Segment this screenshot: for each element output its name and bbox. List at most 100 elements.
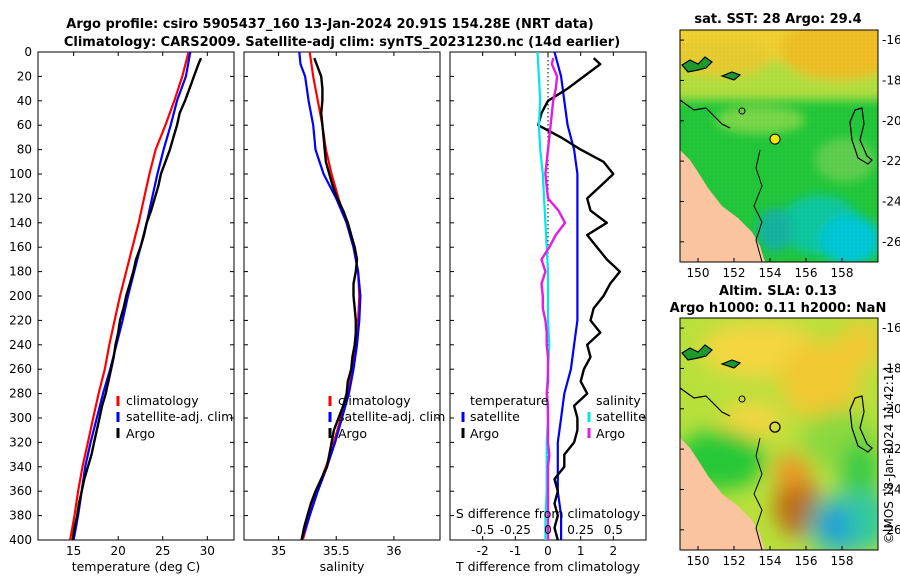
series-line-salinity-satellite [536, 51, 551, 540]
legend-label-climatology: climatology [338, 393, 411, 408]
legend-label-climatology: climatology [126, 393, 199, 408]
y-tick-label: 360 [9, 484, 32, 498]
legend-label-satellite-temperature: satellite [470, 409, 520, 424]
y-tick-label: 220 [9, 313, 32, 327]
y-tick-label: 100 [9, 167, 32, 181]
sla-lat-axis: -16 -18 -20 -22 -24 -26 [680, 321, 900, 537]
y-tick-label: 400 [9, 533, 32, 547]
series-line-satellite-adj-clim [72, 51, 192, 541]
salinity-y-ticks [244, 51, 440, 541]
legend-header-salinity: salinity [596, 393, 641, 408]
lat-tick-label: -16 [882, 321, 900, 335]
lon-tick-label: 158 [831, 554, 854, 568]
reef-outline [849, 395, 873, 453]
sst-lon-axis: 150 152 154 156 158 [687, 258, 854, 280]
s-difference-tick-label: 0.5 [604, 523, 623, 537]
sla-lon-axis: 150 152 154 156 158 [687, 546, 854, 568]
x-tick-label: 35.5 [323, 544, 350, 558]
temperature-x-axis: 15 20 25 30 [66, 52, 215, 558]
difference-legend: temperature salinity satellite Argo sate… [461, 393, 646, 441]
lat-tick-label: -20 [882, 402, 900, 416]
salinity-plot-area [243, 51, 441, 541]
y-tick-label: 380 [9, 509, 32, 523]
chart-title-line2: Climatology: CARS2009. Satellite-adj cli… [64, 35, 620, 50]
s-difference-tick-label: 0 [544, 523, 552, 537]
australia-coastline-landmass [680, 150, 765, 262]
y-tick-label: 80 [17, 143, 32, 157]
lon-tick-label: 156 [795, 554, 818, 568]
y-tick-label: 160 [9, 240, 32, 254]
x-tick-label: 20 [111, 544, 126, 558]
lon-tick-label: 152 [723, 266, 746, 280]
lat-tick-label: -26 [882, 523, 900, 537]
salinity-legend: climatology satellite-adj. clim Argo [328, 393, 445, 441]
lon-tick-label: 156 [795, 266, 818, 280]
x-tick-label: 25 [155, 544, 170, 558]
depth-axis: 0 20 40 60 80 100 120 140 160 180 200 220 240 260 280 3… [9, 45, 234, 547]
salinity-xlabel: salinity [320, 559, 365, 574]
x-tick-label: 0 [544, 544, 552, 558]
series-line-temperature-argo [537, 57, 622, 541]
difference-series [536, 51, 622, 541]
x-tick-label: -2 [477, 544, 489, 558]
s-difference-tick-label: -0.5 [471, 523, 494, 537]
x-tick-label: 36 [386, 544, 401, 558]
lon-tick-label: 154 [759, 266, 782, 280]
sst-lat-axis: -16 -18 -20 -22 -24 -26 [680, 33, 900, 249]
sla-map-title-line1: Altim. SLA: 0.13 [719, 284, 837, 299]
lat-tick-label: -22 [882, 442, 900, 456]
x-tick-label: 2 [610, 544, 618, 558]
series-line-argo [71, 57, 203, 541]
x-tick-label: 35 [271, 544, 286, 558]
sst-map-title: sat. SST: 28 Argo: 29.4 [694, 12, 861, 27]
lat-tick-label: -24 [882, 194, 900, 208]
y-tick-label: 260 [9, 362, 32, 376]
sla-field [680, 318, 878, 550]
lat-tick-label: -24 [882, 482, 900, 496]
y-tick-label: 60 [17, 118, 32, 132]
legend-label-satellite-salinity: satellite [596, 409, 646, 424]
lon-tick-label: 150 [687, 266, 710, 280]
sst-map: sat. SST: 28 Argo: 29.4 [679, 12, 900, 280]
temperature-series [69, 51, 203, 541]
s-difference-tick-labels: -0.5 -0.25 0 0.25 0.5 [471, 523, 623, 537]
series-line-argo [300, 57, 359, 541]
difference-y-ticks [450, 51, 646, 541]
y-tick-label: 200 [9, 289, 32, 303]
lat-tick-label: -18 [882, 361, 900, 375]
legend-label-argo-temperature: Argo [470, 426, 499, 441]
y-tick-label: 20 [17, 69, 32, 83]
y-tick-label: 180 [9, 265, 32, 279]
lat-tick-label: -18 [882, 73, 900, 87]
series-line-temperature-satellite [553, 51, 579, 540]
legend-label-argo-salinity: Argo [596, 426, 625, 441]
island-cluster [681, 56, 713, 73]
s-difference-tick-label: -0.25 [500, 523, 531, 537]
sla-map: Altim. SLA: 0.13 Argo h1000: 0.11 h2000:… [670, 284, 900, 568]
lat-tick-label: -26 [882, 235, 900, 249]
salinity-panel: 35 35.5 36 salinity climatology satellite-… [243, 51, 445, 574]
y-tick-label: 120 [9, 191, 32, 205]
lon-tick-label: 150 [687, 554, 710, 568]
reef-outline [849, 107, 873, 165]
legend-label-argo: Argo [126, 426, 155, 441]
sla-map-title-line2: Argo h1000: 0.11 h2000: NaN [670, 301, 887, 316]
y-tick-label: 340 [9, 460, 32, 474]
y-tick-label: 40 [17, 94, 32, 108]
s-difference-axis-label: S difference from climatology [456, 506, 641, 521]
t-difference-xlabel: T difference from climatology [455, 559, 641, 574]
lon-tick-label: 158 [831, 266, 854, 280]
series-line-climatology [69, 51, 190, 541]
sst-map-frame [679, 29, 879, 263]
lon-tick-label: 154 [759, 554, 782, 568]
legend-label-satellite: satellite-adj. clim [338, 409, 445, 424]
t-difference-x-axis: -2 -1 0 1 2 [477, 52, 617, 558]
y-tick-label: 0 [24, 45, 32, 59]
lat-tick-label: -20 [882, 114, 900, 128]
y-tick-label: 300 [9, 411, 32, 425]
legend-header-temperature: temperature [470, 393, 549, 408]
argo-position-marker [769, 421, 781, 433]
difference-panel: -2 -1 0 1 2 S difference from climatology -0… [449, 51, 647, 574]
legend-label-argo: Argo [338, 426, 367, 441]
